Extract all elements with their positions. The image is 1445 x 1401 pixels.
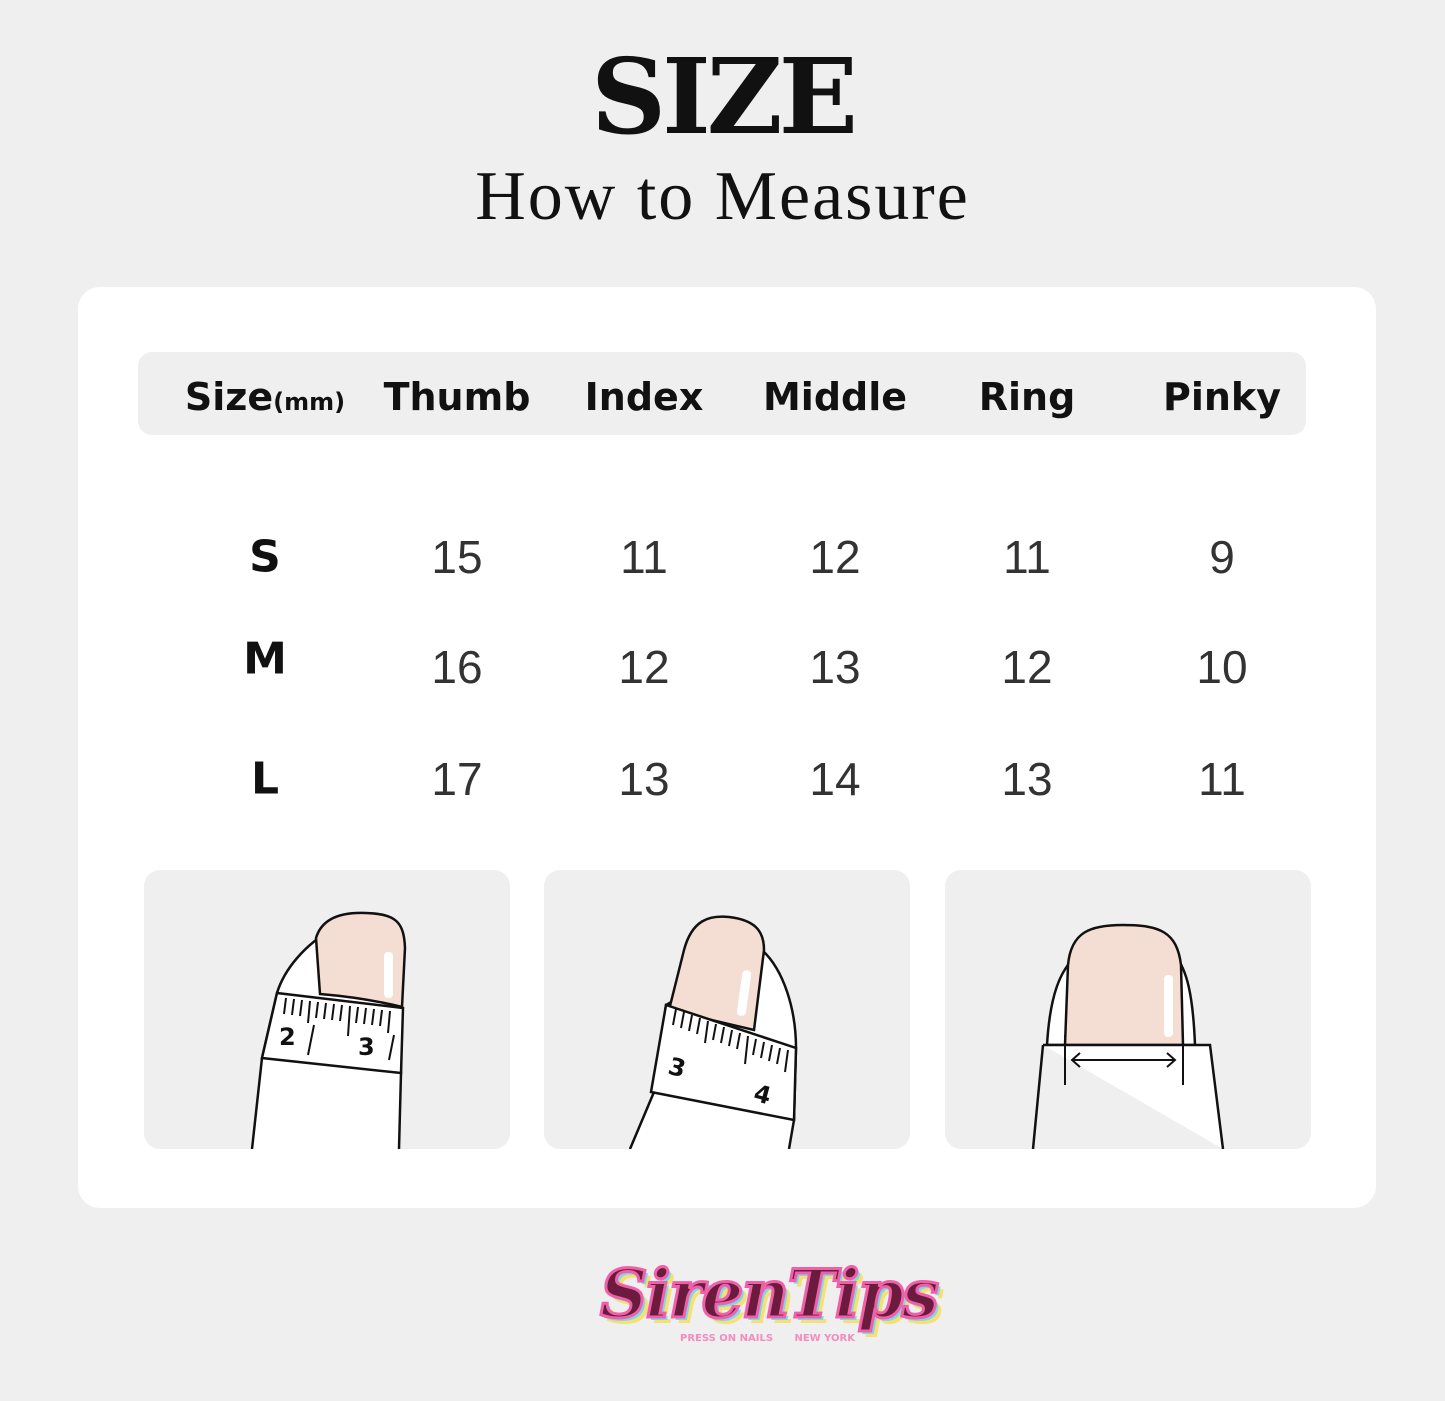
size-label: Size [184, 375, 274, 419]
table-cell: 11 [620, 531, 668, 583]
logo-tagline: PRESS ON NAILS [680, 1333, 774, 1344]
size-chart-card: Size(mm) Thumb Index Middle Ring Pinky S… [78, 287, 1376, 1208]
table-cell: 13 [618, 753, 670, 805]
page-subtitle: How to Measure [475, 158, 970, 235]
thumb-measure-illustration: 2 3 [144, 870, 510, 1149]
table-cell: 11 [1198, 753, 1246, 805]
tape-number: 3 [665, 1052, 688, 1083]
table-cell: 11 [1003, 531, 1051, 583]
header-size: Size(mm) [185, 375, 345, 419]
row-size-s: S [249, 531, 281, 583]
table-cell: 10 [1196, 641, 1248, 693]
unit-label: (mm) [273, 388, 346, 416]
table-cell: 9 [1209, 531, 1235, 583]
table-cell: 13 [1001, 753, 1053, 805]
table-cell: 12 [1001, 641, 1053, 693]
row-size-m: M [243, 633, 287, 685]
tape-number: 3 [358, 1033, 375, 1061]
width-measure-illustration [945, 870, 1311, 1149]
table-header [138, 352, 1306, 435]
table-cell: 12 [618, 641, 670, 693]
header-middle: Middle [762, 375, 908, 419]
sirentips-logo: SirenTips PRESS ON NAILS NEW YORK [599, 1254, 941, 1365]
table-cell: 13 [809, 641, 861, 693]
tape-number: 2 [279, 1023, 296, 1051]
header-ring: Ring [978, 375, 1076, 419]
header-index: Index [584, 375, 704, 419]
page-title: SIZE [591, 35, 858, 158]
logo-location: NEW YORK [794, 1333, 855, 1344]
table-cell: 14 [809, 753, 861, 805]
header-pinky: Pinky [1163, 375, 1281, 419]
table-cell: 17 [431, 753, 483, 805]
tape-number: 4 [751, 1079, 774, 1110]
table-cell: 12 [809, 531, 861, 583]
index-measure-illustration: 3 4 [544, 870, 910, 1149]
logo-wordmark: SirenTips [599, 1254, 941, 1335]
table-cell: 16 [431, 641, 483, 693]
row-size-l: L [250, 753, 280, 805]
header-thumb: Thumb [383, 375, 531, 419]
table-cell: 15 [431, 531, 483, 583]
